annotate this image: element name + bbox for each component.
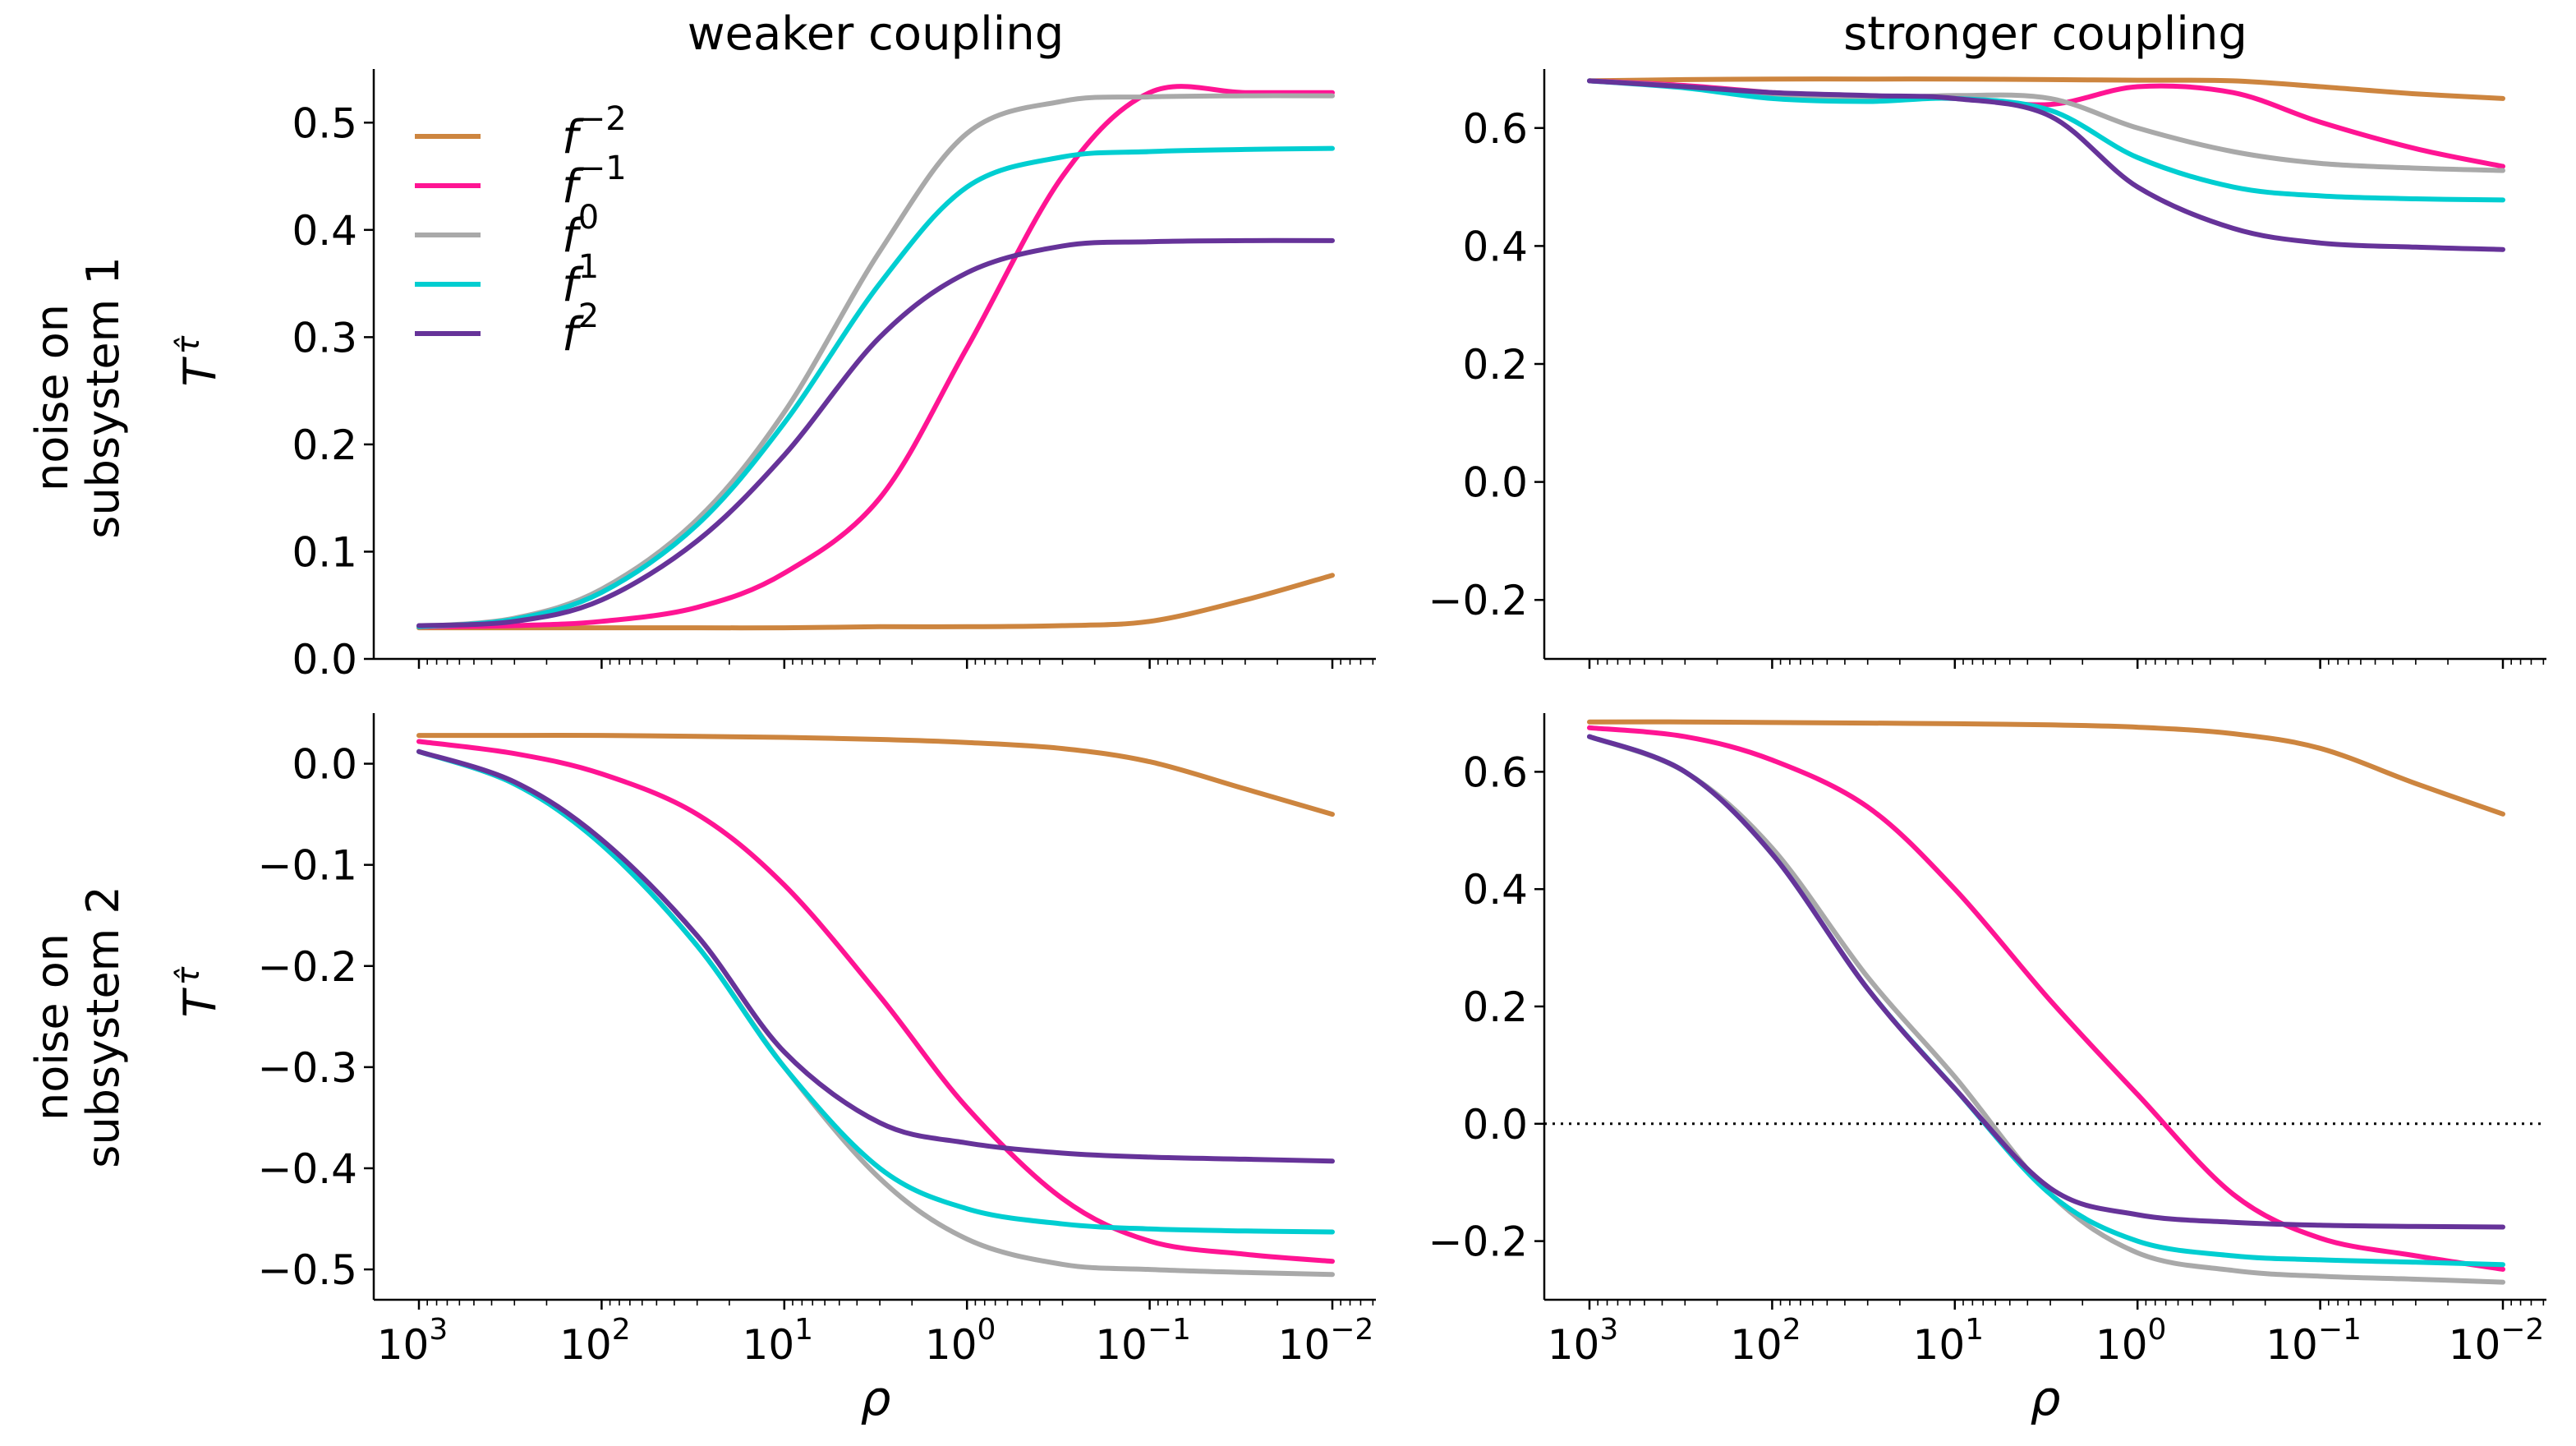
series-line-f--2 [416,573,1335,631]
series-line-f-0 [416,748,1335,1278]
series-line-f-0 [1587,734,2505,1285]
x-tick-label: 10−2 [1278,1313,1374,1369]
ylabel-top-sup: τ̂ [170,334,206,354]
series-line-f-2 [1587,78,2505,252]
series-line-f-0 [416,93,1335,629]
y-tick-label: 0.0 [292,636,357,684]
ylabel-bottom-sup: τ̂ [170,965,206,985]
x-tick-label: 10−1 [1095,1313,1191,1369]
x-tick-label: 100 [2095,1313,2167,1369]
row-label-1-line1: noise on [26,304,78,491]
y-tick-label: −0.2 [258,943,357,991]
x-tick-label: 102 [1730,1313,1801,1369]
series-line-f-2 [416,748,1335,1164]
x-tick-label: 100 [925,1313,996,1369]
y-tick-label: −0.1 [258,842,357,890]
ylabel-top: T τ̂ [170,334,226,386]
row-label-1-line2: subsystem 1 [77,256,129,538]
legend-label: f−1 [562,150,627,214]
ylabel-bottom-main: T [174,988,226,1018]
series-line-f-1 [1587,78,2505,203]
column-title-stronger: stronger coupling [1843,7,2247,61]
series-line-f--2 [416,733,1335,817]
y-tick-label: 0.6 [1462,748,1528,796]
y-tick-label: −0.5 [258,1246,357,1294]
y-tick-label: 0.2 [1462,983,1528,1031]
series-line-f--1 [416,739,1335,1264]
panel-top-right: −0.2 0.0 0.2 0.4 0.6 [1428,69,2546,669]
series-line-f-1 [416,748,1335,1235]
panel-bottom-left: −0.5 −0.4 −0.3 −0.2 −0.1 0.0 103 102 101 100 10−1 1… [258,713,1376,1369]
panel-bottom-right: −0.2 0.0 0.2 0.4 0.6 103 102 101 100 10−1 10−2 [1428,713,2546,1369]
y-tick-label: 0.4 [1462,223,1528,270]
x-tick-label: 101 [1913,1313,1985,1369]
row-label-2-line1: noise on [26,933,78,1121]
x-tick-label: 102 [559,1313,631,1369]
xlabel-left: ρ [861,1370,891,1426]
series-line-f-2 [1587,734,2505,1230]
y-tick-label: 0.1 [292,528,357,576]
y-tick-label: −0.2 [1428,1218,1528,1266]
y-tick-label: 0.2 [1462,341,1528,389]
panel-top-left: 0.0 0.1 0.2 0.3 0.4 0.5 [292,69,1376,684]
y-tick-label: −0.4 [258,1145,357,1193]
column-title-weaker: weaker coupling [688,7,1065,61]
legend-label: f2 [562,297,599,362]
ylabel-top-main: T [174,357,226,387]
row-label-2-line2: subsystem 2 [77,886,129,1167]
y-tick-label: 0.2 [292,421,357,469]
y-tick-label: 0.4 [292,207,357,255]
y-tick-label: 0.0 [1462,459,1528,507]
series-line-f--1 [416,84,1335,629]
y-tick-label: 0.3 [292,314,357,362]
y-tick-label: 0.0 [1462,1101,1528,1149]
y-tick-label: −0.3 [258,1044,357,1092]
series-line-f--1 [1587,725,2505,1272]
xlabel-right: ρ [2031,1370,2061,1426]
y-tick-label: 0.5 [292,99,357,147]
series-line-f--2 [1587,76,2505,101]
x-tick-label: 101 [743,1313,814,1369]
x-tick-label: 10−1 [2266,1313,2362,1369]
y-tick-label: 0.6 [1462,105,1528,153]
y-tick-label: 0.0 [292,741,357,789]
y-tick-label: 0.4 [1462,866,1528,914]
series-line-f--2 [1587,719,2505,817]
series-line-f-2 [416,237,1335,629]
x-tick-label: 10−2 [2449,1313,2545,1369]
y-tick-label: −0.2 [1428,577,1528,624]
ylabel-bottom: T τ̂ [170,965,226,1017]
series-line-f-1 [416,145,1335,629]
x-tick-label: 103 [377,1313,448,1369]
x-tick-label: 103 [1548,1313,1619,1369]
legend-label: f1 [562,248,599,312]
